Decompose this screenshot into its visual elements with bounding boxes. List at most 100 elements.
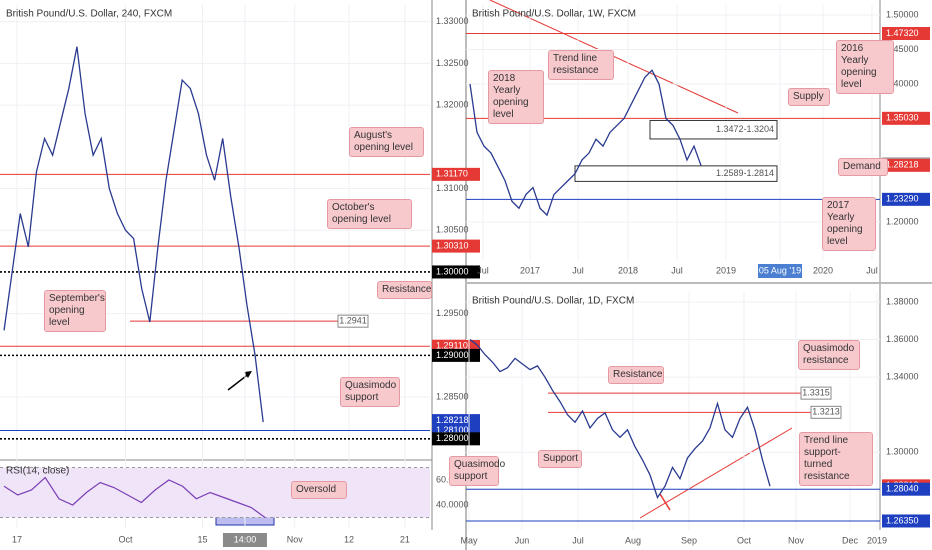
y-tick-label: 1.34000	[886, 372, 919, 382]
rsi-line	[3, 476, 266, 518]
x-tick-label: 2018	[618, 265, 638, 275]
callout: October's opening level	[327, 199, 412, 229]
x-tick-label: Oct	[737, 535, 752, 545]
chart-title: RSI(14, close)	[6, 466, 69, 477]
callout: Quasimodo resistance	[798, 340, 860, 370]
x-tick-label: 2020	[813, 265, 833, 275]
level-label: 1.26350	[886, 515, 919, 525]
level-label: 1.31170	[436, 169, 468, 179]
x-tick-label: Jul	[866, 265, 878, 275]
tick-highlight	[222, 533, 267, 547]
level-label: 1.47320	[886, 28, 919, 38]
level-tag	[432, 348, 480, 362]
y-tick-label: 1.45000	[886, 44, 919, 54]
callout: Quasimodo support	[449, 456, 505, 486]
y-tick-label: 1.30000	[886, 447, 919, 457]
level-label: 1.28218	[886, 160, 919, 170]
level-tag	[882, 514, 930, 528]
x-tick-label: Jul	[572, 265, 584, 275]
y-tick-label: 1.38000	[886, 296, 919, 306]
level-tag	[432, 167, 480, 181]
value-box-label: 1.3213	[812, 407, 840, 417]
zone	[649, 119, 778, 140]
x-tick-label: 21	[400, 534, 410, 544]
x-tick-label: Oct	[119, 534, 134, 544]
level-tag	[432, 414, 480, 428]
level-label: 1.28100	[436, 425, 469, 435]
level-tag	[882, 482, 930, 496]
callout: August's opening level	[349, 127, 424, 157]
callout: 2017 Yearly opening level	[822, 197, 876, 251]
y-tick-label: 1.40000	[886, 78, 919, 88]
level-tag	[882, 158, 930, 172]
y-tick-label: 1.31000	[436, 183, 469, 193]
x-tick-label: 12	[344, 534, 354, 544]
callout: Oversold	[291, 481, 347, 499]
level-tag	[432, 239, 480, 253]
x-tick-label: May	[461, 535, 479, 545]
callout: 2018 Yearly opening level	[488, 70, 544, 124]
x-tick-label: Dec	[842, 535, 859, 545]
x-tick-label: Nov	[788, 535, 805, 545]
level-label: 1.29000	[436, 350, 469, 360]
zone-label: 1.2589-1.2814	[716, 168, 774, 178]
arrow-head	[244, 371, 252, 378]
x-tick-label: Jun	[515, 535, 530, 545]
callout: Demand	[838, 158, 888, 176]
value-box-label: 1.3315	[802, 388, 830, 398]
y-tick-label: 1.20000	[886, 216, 919, 226]
y-tick-label: 1.36000	[886, 334, 919, 344]
chart-title: British Pound/U.S. Dollar, 1W, FXCM	[472, 9, 636, 20]
x-tick-label: 2017	[520, 265, 540, 275]
level-label: 1.35030	[886, 113, 919, 123]
level-label: 1.30310	[436, 240, 469, 250]
price-line	[469, 339, 771, 499]
x-tick-label: 2019	[867, 535, 887, 545]
x-tick-label: Nov	[287, 534, 304, 544]
value-box-label: 1.2941	[339, 316, 367, 326]
chart-title: British Pound/U.S. Dollar, 1D, FXCM	[472, 296, 634, 307]
level-label: 1.30000	[436, 266, 469, 276]
value-box	[810, 405, 842, 419]
x-tick-label: 17	[12, 534, 22, 544]
level-tag	[432, 265, 480, 279]
value-box	[337, 314, 369, 328]
callout: Supply	[788, 88, 830, 106]
callout: Trend line support-turned resistance	[799, 432, 873, 486]
level-label: 1.28000	[436, 433, 469, 443]
y-tick-label: 1.32000	[436, 99, 469, 109]
x-tick-label: 05 Aug '19	[759, 265, 801, 275]
y-tick-label: 40.0000	[436, 499, 469, 509]
x-tick-label: 14:00	[234, 534, 257, 544]
level-tag	[882, 27, 930, 41]
arrow	[227, 372, 251, 391]
callout: Resistance	[608, 366, 664, 384]
level-label: 1.29110	[436, 341, 468, 351]
callout: 2016 Yearly opening level	[836, 40, 894, 94]
x-tick-label: 15	[197, 534, 207, 544]
y-tick-label: 1.30500	[436, 225, 469, 235]
callout: September's opening level	[44, 290, 106, 332]
x-tick-label: Jul	[671, 265, 683, 275]
callout: Resistance	[377, 281, 432, 299]
band	[0, 467, 430, 518]
callout: Quasimodo support	[340, 377, 400, 407]
x-tick-label: Aug	[625, 535, 641, 545]
price-line	[3, 46, 264, 423]
callout: Support	[538, 450, 582, 468]
x-tick-label: Jul	[477, 265, 489, 275]
y-tick-label: 1.29500	[436, 308, 469, 318]
x-tick-label: Jul	[572, 535, 584, 545]
y-tick-label: 1.50000	[886, 9, 919, 19]
level-label: 1.28218	[436, 415, 469, 425]
x-tick-label: Sep	[681, 535, 697, 545]
x-tick-label: 2019	[716, 265, 736, 275]
callout: Trend line resistance	[548, 50, 614, 80]
chart-title: British Pound/U.S. Dollar, 240, FXCM	[6, 9, 172, 20]
trend-line	[489, 0, 739, 114]
y-tick-label: 1.33000	[436, 16, 469, 26]
level-label: 1.23290	[886, 194, 919, 204]
level-tag	[882, 111, 930, 125]
y-tick-label: 1.32500	[436, 58, 469, 68]
